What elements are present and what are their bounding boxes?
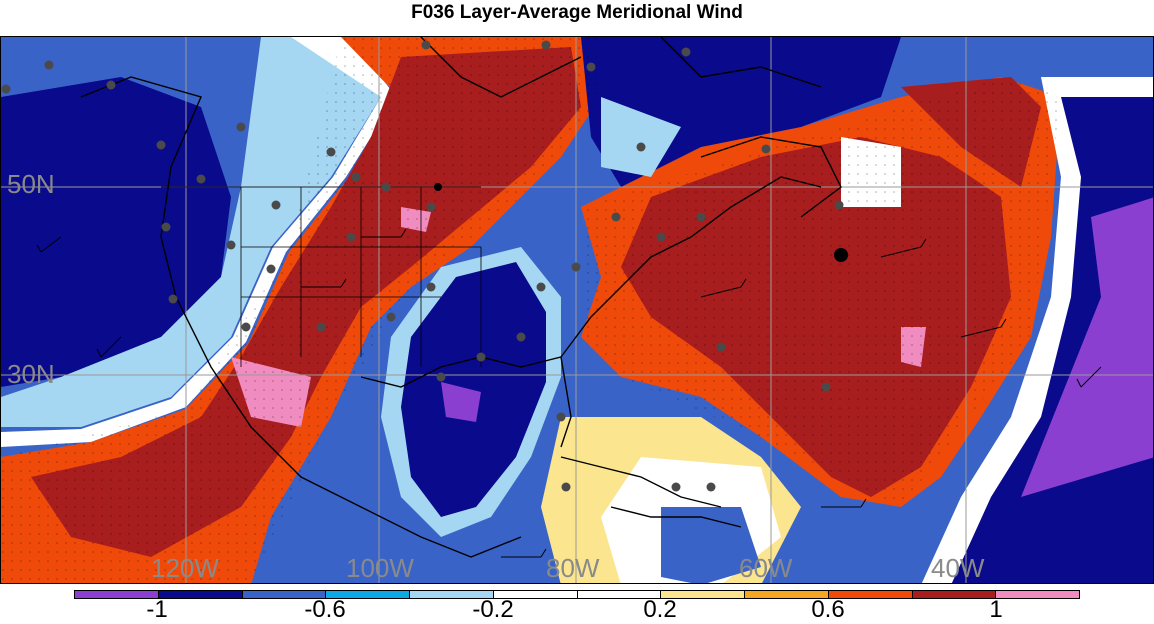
colorbar-segment bbox=[577, 591, 662, 598]
region-north-transition bbox=[601, 97, 681, 177]
colorbar-segment bbox=[912, 591, 997, 598]
lon-label-80w: 80W bbox=[546, 553, 600, 583]
chart-title: F036 Layer-Average Meridional Wind bbox=[411, 2, 743, 23]
colorbar-segment bbox=[996, 591, 1079, 598]
colorbar bbox=[74, 590, 1080, 599]
lon-label-40w: 40W bbox=[931, 553, 985, 583]
colorbar-label: -0.2 bbox=[472, 596, 514, 623]
wind-barbs bbox=[36, 228, 1102, 558]
lat-label-50n: 50N bbox=[7, 169, 55, 199]
lat-label-30n: 30N bbox=[7, 359, 55, 389]
coastlines bbox=[80, 37, 842, 558]
colorbar-segment bbox=[326, 591, 410, 598]
colorbar-segment bbox=[493, 591, 578, 598]
colorbar-segment bbox=[661, 591, 745, 598]
region-west-negative bbox=[1, 77, 231, 387]
colorbar-label: 0.2 bbox=[643, 596, 677, 623]
lon-label-120w: 120W bbox=[151, 553, 219, 583]
region-west-transition bbox=[1, 37, 381, 427]
lon-label-60w: 60W bbox=[739, 553, 793, 583]
colorbar-label: -1 bbox=[146, 596, 168, 623]
political-borders bbox=[161, 186, 482, 367]
colorbar-segment bbox=[75, 591, 159, 598]
colorbar-label: 1 bbox=[989, 596, 1003, 623]
colorbar-segment bbox=[410, 591, 494, 598]
region-gulf-min bbox=[441, 382, 481, 422]
lon-label-100w: 100W bbox=[346, 553, 414, 583]
station-markers bbox=[1, 40, 848, 492]
colorbar-segment bbox=[158, 591, 243, 598]
colorbar-segment bbox=[242, 591, 327, 598]
colorbar-label: 0.6 bbox=[811, 596, 845, 623]
map-panel: 50N 30N 120W 100W 80W 60W 40W bbox=[0, 36, 1154, 584]
colorbar-segment bbox=[828, 591, 913, 598]
contour-fill-layer bbox=[1, 37, 1153, 583]
region-gulf-negative bbox=[401, 262, 546, 517]
wind-contour-map bbox=[1, 37, 1153, 583]
colorbar-segment bbox=[745, 591, 829, 598]
region-far-east-min bbox=[1021, 197, 1153, 497]
colorbar-label: -0.6 bbox=[304, 596, 346, 623]
